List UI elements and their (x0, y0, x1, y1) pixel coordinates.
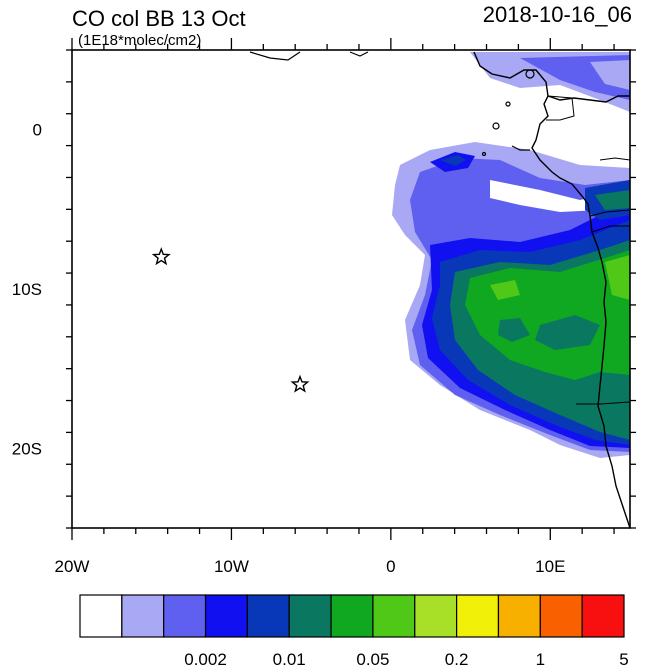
datetime-label: 2018-10-16_06 (483, 2, 632, 27)
axis-ticks (66, 38, 636, 540)
colorbar-label: 0.2 (445, 650, 469, 667)
colorbar-swatch (288, 594, 332, 638)
axis-tick-labels: 20W 10W 0 10E 0 10S 20S (12, 121, 566, 576)
colorbar-label: 0.002 (184, 650, 227, 667)
colorbar-swatch (330, 594, 374, 638)
star-marker (151, 247, 171, 266)
y-tick-label: 0 (33, 121, 42, 140)
x-tick-label: 10E (535, 557, 565, 576)
plot-frame (71, 49, 631, 529)
colorbar-swatch (497, 594, 541, 638)
x-tick-label: 20W (55, 557, 90, 576)
colorbar-swatch (539, 594, 583, 638)
figure-title: CO col BB 13 Oct (72, 6, 246, 31)
station-markers (151, 247, 310, 393)
y-tick-label: 10S (12, 280, 42, 299)
colorbar-label: 5 (619, 650, 628, 667)
colorbar-swatch (581, 594, 625, 638)
units-label: (1E18*molec/cm2) (78, 32, 201, 49)
colorbar-swatch (79, 594, 123, 638)
colorbar-swatch (414, 594, 458, 638)
colorbar-swatch (372, 594, 416, 638)
co-field (72, 50, 630, 528)
colorbar-swatch (204, 594, 248, 638)
y-tick-label: 20S (12, 439, 42, 458)
colorbar-swatch (246, 594, 290, 638)
colorbar-swatch (121, 594, 165, 638)
star-marker (290, 374, 310, 393)
colorbar: 0.002 0.01 0.05 0.2 1 5 (79, 594, 629, 667)
colorbar-swatch (163, 594, 207, 638)
colorbar-label: 0.05 (356, 650, 389, 667)
x-tick-label: 10W (214, 557, 249, 576)
colorbar-label: 1 (536, 650, 545, 667)
colorbar-label: 0.01 (273, 650, 306, 667)
colorbar-swatch (456, 594, 500, 638)
x-tick-label: 0 (386, 557, 395, 576)
